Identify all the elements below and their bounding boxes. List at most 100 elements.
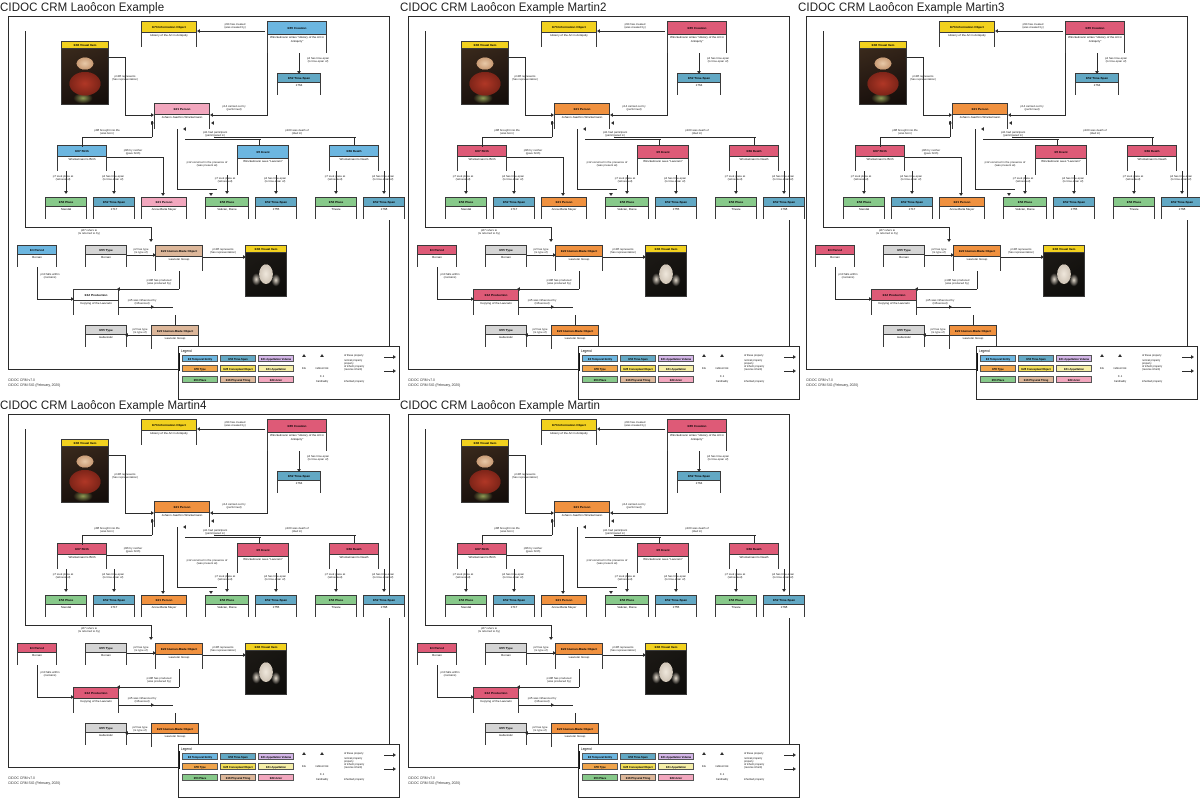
- node-e36-visual-item-statue[interactable]: E36 Visual Item: [645, 245, 687, 297]
- node-e69-death[interactable]: E69 Death Winckelmann's Death: [729, 145, 779, 172]
- node-e36-visual-item-portrait[interactable]: E36 Visual Item: [61, 41, 109, 105]
- node-e5-event[interactable]: E5 Event Winckelmann sees "Laocoön": [237, 543, 289, 574]
- node-e52-time-span-1755[interactable]: E52 Time-Span 1755: [1053, 197, 1095, 220]
- node-e22-human-made-object[interactable]: E22 Human-Made Object Laocoön Group: [555, 643, 603, 670]
- node-e53-place-stendal[interactable]: E53 Place Stendal: [843, 197, 885, 220]
- node-e69-death[interactable]: E69 Death Winckelmann's Death: [329, 543, 379, 570]
- node-e73-information-object[interactable]: E73 Information Object History of the Art…: [141, 21, 197, 48]
- node-e53-place-stendal[interactable]: E53 Place Stendal: [45, 197, 87, 220]
- node-e12-production[interactable]: E12 Production Copying of the Laocoön: [473, 687, 519, 714]
- node-e52-time-span-1755[interactable]: E52 Time-Span 1755: [655, 595, 697, 618]
- node-e73-information-object[interactable]: E73 Information Object History of the Art…: [939, 21, 995, 48]
- node-e21-person-winckelmann[interactable]: E21 Person Johann Joachim Winckelmann: [554, 103, 610, 130]
- node-e52-time-span-1764[interactable]: E52 Time-Span 1764: [1075, 73, 1119, 96]
- node-e55-type-roman[interactable]: E55 Type Roman: [485, 643, 527, 666]
- node-e69-death[interactable]: E69 Death Winckelmann's Death: [329, 145, 379, 172]
- node-e67-birth[interactable]: E67 Birth Winckelmann's Birth: [855, 145, 905, 172]
- node-e36-visual-item-portrait[interactable]: E36 Visual Item: [859, 41, 907, 105]
- node-e22-human-made-object-2[interactable]: E22 Human-Made Object Laocoön Group: [551, 723, 599, 748]
- node-e73-information-object[interactable]: E73 Information Object History of the Art…: [141, 419, 197, 446]
- node-e67-birth[interactable]: E67 Birth Winckelmann's Birth: [457, 543, 507, 570]
- node-e73-information-object[interactable]: E73 Information Object History of the Art…: [541, 419, 597, 446]
- node-e21-person-mother[interactable]: E21 Person Anna-Maria Meyer: [141, 197, 187, 220]
- node-e53-place-vatican[interactable]: E53 Place Vatican, Rome: [205, 595, 249, 618]
- node-e5-event[interactable]: E5 Event Winckelmann sees "Laocoön": [237, 145, 289, 176]
- node-e21-person-mother[interactable]: E21 Person Anna-Maria Meyer: [541, 595, 587, 618]
- node-e53-place-vatican[interactable]: E53 Place Vatican, Rome: [205, 197, 249, 220]
- node-e5-event[interactable]: E5 Event Winckelmann sees "Laocoön": [637, 543, 689, 574]
- node-e21-person-mother[interactable]: E21 Person Anna-Maria Meyer: [541, 197, 587, 220]
- node-e52-time-span-1764[interactable]: E52 Time-Span 1764: [277, 471, 321, 494]
- node-e21-person-winckelmann[interactable]: E21 Person Johann Joachim Winckelmann: [952, 103, 1008, 130]
- node-e52-time-span-1768[interactable]: E52 Time-Span 1768: [1161, 197, 1200, 220]
- node-e12-production[interactable]: E12 Production Copying of the Laocoön: [73, 289, 119, 316]
- node-e53-place-stendal[interactable]: E53 Place Stendal: [45, 595, 87, 618]
- node-e21-person-winckelmann[interactable]: E21 Person Johann Joachim Winckelmann: [154, 501, 210, 528]
- node-e65-creation[interactable]: E65 Creation Winckelmann writes "History …: [1065, 21, 1125, 54]
- node-e36-visual-item-statue[interactable]: E36 Visual Item: [245, 643, 287, 695]
- node-e4-period-roman[interactable]: E4 Period Roman: [815, 245, 855, 268]
- node-e21-person-winckelmann[interactable]: E21 Person Johann Joachim Winckelmann: [554, 501, 610, 528]
- node-e52-time-span-1764[interactable]: E52 Time-Span 1764: [677, 471, 721, 494]
- node-e36-visual-item-statue[interactable]: E36 Visual Item: [645, 643, 687, 695]
- node-e73-information-object[interactable]: E73 Information Object History of the Art…: [541, 21, 597, 48]
- node-e5-event[interactable]: E5 Event Winckelmann sees "Laocoön": [1035, 145, 1087, 176]
- node-e55-type-roman[interactable]: E55 Type Roman: [85, 245, 127, 268]
- node-e53-place-vatican[interactable]: E53 Place Vatican, Rome: [605, 197, 649, 220]
- node-e36-visual-item-portrait[interactable]: E36 Visual Item: [461, 41, 509, 105]
- node-e55-type-hellenistic[interactable]: E55 Type Hellenistic: [85, 723, 127, 746]
- node-e36-visual-item-statue[interactable]: E36 Visual Item: [1043, 245, 1085, 297]
- node-e69-death[interactable]: E69 Death Winckelmann's Death: [729, 543, 779, 570]
- node-e4-period-roman[interactable]: E4 Period Roman: [417, 643, 457, 666]
- node-e4-period-roman[interactable]: E4 Period Roman: [417, 245, 457, 268]
- node-e5-event[interactable]: E5 Event Winckelmann sees "Laocoön": [637, 145, 689, 176]
- node-e21-person-winckelmann[interactable]: E21 Person Johann Joachim Winckelmann: [154, 103, 210, 130]
- node-e65-creation[interactable]: E65 Creation Winckelmann writes "History …: [667, 21, 727, 54]
- node-e55-type-roman[interactable]: E55 Type Roman: [85, 643, 127, 666]
- node-e52-time-span-1717[interactable]: E52 Time-Span 1717: [891, 197, 933, 220]
- node-e52-time-span-1717[interactable]: E52 Time-Span 1717: [493, 197, 535, 220]
- node-e52-time-span-1764[interactable]: E52 Time-Span 1764: [277, 73, 321, 96]
- node-e52-time-span-1768[interactable]: E52 Time-Span 1768: [763, 197, 805, 220]
- node-e52-time-span-1768[interactable]: E52 Time-Span 1768: [363, 595, 405, 618]
- node-e67-birth[interactable]: E67 Birth Winckelmann's Birth: [457, 145, 507, 172]
- node-e69-death[interactable]: E69 Death Winckelmann's Death: [1127, 145, 1177, 172]
- node-e22-human-made-object[interactable]: E22 Human-Made Object Laocoön Group: [155, 643, 203, 670]
- node-e52-time-span-1717[interactable]: E52 Time-Span 1717: [493, 595, 535, 618]
- node-e53-place-trieste[interactable]: E53 Place Trieste: [715, 197, 757, 220]
- node-e21-person-mother[interactable]: E21 Person Anna-Maria Meyer: [939, 197, 985, 220]
- node-e55-type-hellenistic[interactable]: E55 Type Hellenistic: [485, 325, 527, 348]
- node-e65-creation[interactable]: E65 Creation Winckelmann writes "History …: [267, 21, 327, 54]
- node-e36-visual-item-statue[interactable]: E36 Visual Item: [245, 245, 287, 297]
- node-e22-human-made-object[interactable]: E22 Human-Made Object Laocoön Group: [155, 245, 203, 272]
- node-e52-time-span-1755[interactable]: E52 Time-Span 1755: [655, 197, 697, 220]
- node-e22-human-made-object[interactable]: E22 Human-Made Object Laocoön Group: [953, 245, 1001, 272]
- node-e53-place-stendal[interactable]: E53 Place Stendal: [445, 595, 487, 618]
- node-e4-period-roman[interactable]: E4 Period Roman: [17, 245, 57, 268]
- node-e65-creation[interactable]: E65 Creation Winckelmann writes "History …: [667, 419, 727, 452]
- node-e53-place-stendal[interactable]: E53 Place Stendal: [445, 197, 487, 220]
- node-e53-place-vatican[interactable]: E53 Place Vatican, Rome: [1003, 197, 1047, 220]
- node-e12-production[interactable]: E12 Production Copying of the Laocoön: [73, 687, 119, 714]
- node-e65-creation[interactable]: E65 Creation Winckelmann writes "History …: [267, 419, 327, 452]
- node-e55-type-hellenistic[interactable]: E55 Type Hellenistic: [485, 723, 527, 746]
- node-e53-place-vatican[interactable]: E53 Place Vatican, Rome: [605, 595, 649, 618]
- node-e67-birth[interactable]: E67 Birth Winckelmann's Birth: [57, 543, 107, 570]
- node-e55-type-hellenistic[interactable]: E55 Type Hellenistic: [883, 325, 925, 348]
- node-e12-production[interactable]: E12 Production Copying of the Laocoön: [871, 289, 917, 316]
- node-e55-type-roman[interactable]: E55 Type Roman: [485, 245, 527, 268]
- node-e53-place-trieste[interactable]: E53 Place Trieste: [315, 197, 357, 220]
- node-e52-time-span-1717[interactable]: E52 Time-Span 1717: [93, 197, 135, 220]
- node-e52-time-span-1717[interactable]: E52 Time-Span 1717: [93, 595, 135, 618]
- node-e52-time-span-1755[interactable]: E52 Time-Span 1755: [255, 197, 297, 220]
- node-e52-time-span-1764[interactable]: E52 Time-Span 1764: [677, 73, 721, 96]
- node-e36-visual-item-portrait[interactable]: E36 Visual Item: [461, 439, 509, 503]
- node-e67-birth[interactable]: E67 Birth Winckelmann's Birth: [57, 145, 107, 172]
- node-e4-period-roman[interactable]: E4 Period Roman: [17, 643, 57, 666]
- node-e53-place-trieste[interactable]: E53 Place Trieste: [715, 595, 757, 618]
- node-e52-time-span-1768[interactable]: E52 Time-Span 1768: [363, 197, 405, 220]
- node-e22-human-made-object-2[interactable]: E22 Human-Made Object Laocoön Group: [949, 325, 997, 350]
- node-e52-time-span-1768[interactable]: E52 Time-Span 1768: [763, 595, 805, 618]
- node-e55-type-roman[interactable]: E55 Type Roman: [883, 245, 925, 268]
- node-e22-human-made-object[interactable]: E22 Human-Made Object Laocoön Group: [555, 245, 603, 272]
